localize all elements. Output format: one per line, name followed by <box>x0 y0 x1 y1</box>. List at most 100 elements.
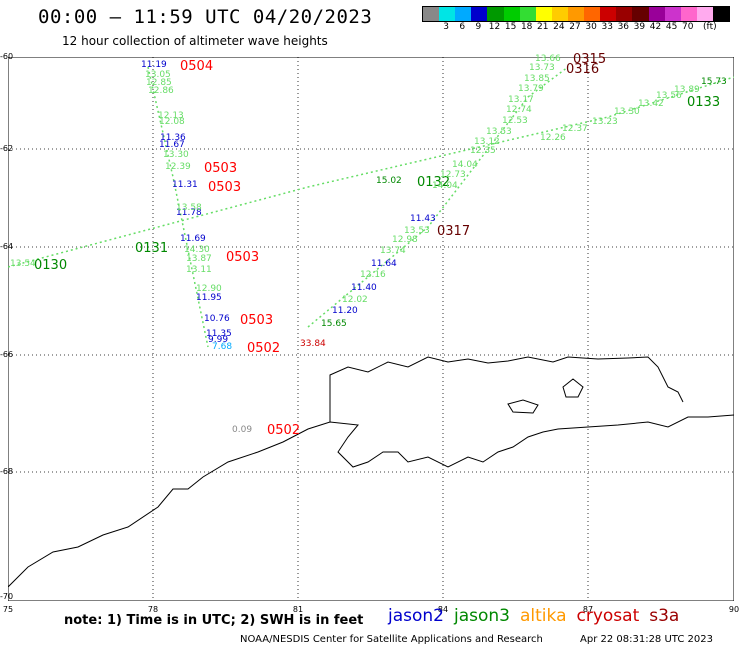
satellite-track <box>8 76 734 268</box>
legend-swatch <box>535 7 552 21</box>
wave-height-label: 13.87 <box>186 254 212 264</box>
wave-height-label: 15.73 <box>701 77 727 87</box>
map-border <box>8 57 734 601</box>
wave-height-label: 7.68 <box>212 342 233 352</box>
wave-height-label: 13.56 <box>656 91 682 101</box>
pass-time-label: 0317 <box>437 224 471 239</box>
legend-label: 70 <box>682 22 694 32</box>
wave-height-label: 12.73 <box>440 170 466 180</box>
wave-height-label: 12.86 <box>148 86 174 96</box>
legend-swatch <box>584 7 601 21</box>
pass-time-label: 0502 <box>267 423 301 438</box>
ice-feature-1 <box>507 399 539 414</box>
legend-label: 45 <box>665 22 678 32</box>
legend-swatch <box>471 7 488 21</box>
wave-height-label: 12.16 <box>360 270 386 280</box>
wave-height-label: 11.64 <box>371 259 397 269</box>
legend-swatch <box>423 7 440 21</box>
wave-height-label: 10.76 <box>204 314 230 324</box>
wave-height-label: 12.98 <box>392 235 418 245</box>
wave-height-label: 15.65 <box>321 319 347 329</box>
pass-time-label: 0503 <box>204 161 238 176</box>
wave-height-label: 11.78 <box>176 208 202 218</box>
wave-height-label: 0.09 <box>232 425 253 435</box>
wave-height-label: 13.85 <box>524 74 550 84</box>
legend-swatch <box>439 7 456 21</box>
mission-legend: jason2 jason3 altika cryosat s3a <box>388 606 689 626</box>
color-scale-labels: 3 6 9 12 15 18 21 24 27 30 33 36 39 42 45 70 (ft) <box>422 22 736 34</box>
wave-height-label: 12.13 <box>158 111 184 121</box>
ice-feature-2 <box>562 378 584 398</box>
page-subtitle: 12 hour collection of altimeter wave hei… <box>62 34 328 48</box>
wave-height-label: 12.74 <box>506 105 532 115</box>
coastline-inner <box>329 356 684 422</box>
wave-height-label: 11.20 <box>332 306 358 316</box>
wave-height-label: 12.26 <box>540 133 566 143</box>
legend-swatch <box>616 7 633 21</box>
wave-height-label: 11.31 <box>172 180 198 190</box>
mission-legend-item: jason3 <box>454 606 510 626</box>
legend-label: 39 <box>633 22 646 32</box>
latitude-label: -66 <box>0 350 14 359</box>
mission-legend-item: cryosat <box>576 606 640 626</box>
legend-swatch <box>487 7 504 21</box>
wave-height-label: 13.11 <box>186 265 212 275</box>
latitude-label: -60 <box>0 52 14 61</box>
wave-height-label: 12.35 <box>470 146 496 156</box>
legend-label: 6 <box>459 22 466 32</box>
wave-height-label: 14.30 <box>184 245 210 255</box>
legend-swatch <box>680 7 697 21</box>
latitude-label: -64 <box>0 242 14 251</box>
wave-height-label: 13.12 <box>474 137 500 147</box>
legend-label: 42 <box>649 22 662 32</box>
wave-height-label: 13.54 <box>10 259 36 269</box>
wave-height-label: 15.02 <box>376 176 402 186</box>
legend-swatch <box>600 7 617 21</box>
wave-height-label: 13.89 <box>674 85 700 95</box>
wave-height-label: 11.95 <box>196 293 222 303</box>
credit-line: NOAA/NESDIS Center for Satellite Applica… <box>240 634 543 645</box>
map-canvas <box>8 57 734 601</box>
coastline <box>8 414 734 588</box>
legend-swatch <box>455 7 472 21</box>
legend-swatch <box>551 7 568 21</box>
latitude-label: -70 <box>0 592 14 601</box>
wave-height-label: 12.85 <box>146 78 172 88</box>
legend-label: (ft) <box>703 22 717 32</box>
pass-time-label: 0315 <box>573 52 607 67</box>
wave-height-label: 12.08 <box>159 117 185 127</box>
wave-height-label: 13.73 <box>529 63 555 73</box>
legend-swatch <box>648 7 665 21</box>
longitude-label: 75 <box>2 605 14 614</box>
footer-note: note: 1) Time is in UTC; 2) SWH is in fe… <box>64 613 364 628</box>
wave-height-label: 11.69 <box>180 234 206 244</box>
legend-label: 12 <box>488 22 501 32</box>
wave-height-label: 13.74 <box>380 246 406 256</box>
longitude-label: 84 <box>437 605 449 614</box>
wave-height-label: 12.02 <box>342 295 368 305</box>
wave-height-label: 13.05 <box>145 70 171 80</box>
pass-time-label: 0503 <box>226 250 260 265</box>
gridlines <box>8 57 734 601</box>
wave-height-label: 11.35 <box>206 329 232 339</box>
pass-time-label: 0503 <box>240 313 274 328</box>
pass-time-label: 0504 <box>180 59 214 74</box>
pass-time-label: 0503 <box>208 180 242 195</box>
satellite-track <box>307 66 569 328</box>
satellite-tracks <box>8 66 734 348</box>
legend-label: 36 <box>617 22 630 32</box>
wave-height-label: 13.30 <box>163 150 189 160</box>
wave-height-label: 13.58 <box>176 203 202 213</box>
map-frame: 11.19 0504 13.05 12.85 12.86 12.13 12.08 11.36 1… <box>8 52 734 601</box>
wave-height-label: 13.53 <box>404 226 430 236</box>
longitude-label: 81 <box>292 605 304 614</box>
page-title: 00:00 – 11:59 UTC 04/20/2023 <box>38 6 373 28</box>
wave-height-label: 12.37 <box>562 124 588 134</box>
latitude-label: -68 <box>0 467 14 476</box>
wave-height-label: 9.99 <box>208 335 229 345</box>
wave-height-label: 13.23 <box>592 117 618 127</box>
wave-height-label: 13.30 <box>614 107 640 117</box>
pass-time-label: 0133 <box>687 95 721 110</box>
legend-swatch <box>712 7 730 21</box>
legend-swatch <box>503 7 520 21</box>
